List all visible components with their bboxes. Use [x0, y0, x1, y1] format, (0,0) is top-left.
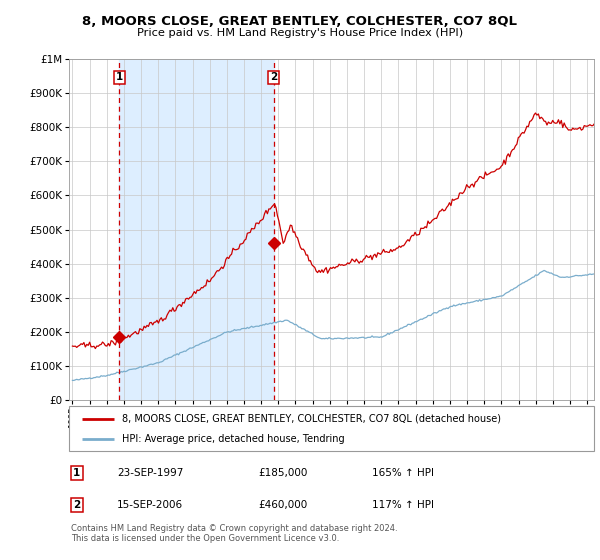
Text: 8, MOORS CLOSE, GREAT BENTLEY, COLCHESTER, CO7 8QL (detached house): 8, MOORS CLOSE, GREAT BENTLEY, COLCHESTE… — [121, 413, 500, 423]
Text: 2: 2 — [73, 500, 80, 510]
Text: £185,000: £185,000 — [258, 468, 307, 478]
Text: Contains HM Land Registry data © Crown copyright and database right 2024.: Contains HM Land Registry data © Crown c… — [71, 524, 397, 533]
Text: 8, MOORS CLOSE, GREAT BENTLEY, COLCHESTER, CO7 8QL: 8, MOORS CLOSE, GREAT BENTLEY, COLCHESTE… — [83, 15, 517, 28]
Bar — [119, 59, 274, 400]
Text: 117% ↑ HPI: 117% ↑ HPI — [372, 500, 434, 510]
Text: 1: 1 — [73, 468, 80, 478]
Text: 15-SEP-2006: 15-SEP-2006 — [117, 500, 183, 510]
Text: 2: 2 — [270, 72, 277, 82]
Text: 165% ↑ HPI: 165% ↑ HPI — [372, 468, 434, 478]
Text: 1: 1 — [115, 72, 123, 82]
Text: HPI: Average price, detached house, Tendring: HPI: Average price, detached house, Tend… — [121, 434, 344, 444]
Text: This data is licensed under the Open Government Licence v3.0.: This data is licensed under the Open Gov… — [71, 534, 339, 543]
Text: Price paid vs. HM Land Registry's House Price Index (HPI): Price paid vs. HM Land Registry's House … — [137, 28, 463, 38]
Text: £460,000: £460,000 — [258, 500, 307, 510]
Text: 23-SEP-1997: 23-SEP-1997 — [117, 468, 184, 478]
